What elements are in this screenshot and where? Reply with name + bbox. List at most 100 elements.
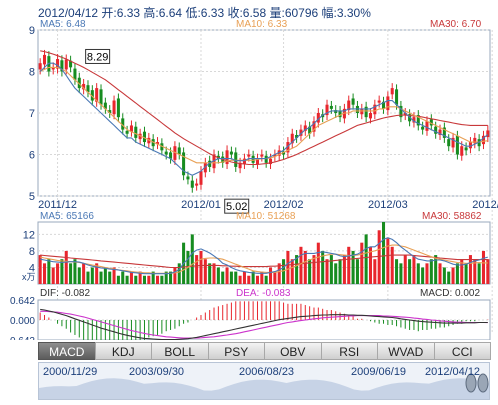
volume-bar — [164, 271, 168, 284]
timeline-area — [39, 378, 489, 399]
timeline-date-3: 2006/08/23 — [239, 366, 295, 378]
candle-body — [303, 125, 307, 131]
volume-bar — [134, 275, 138, 284]
candle-body — [234, 152, 238, 167]
volume-bar — [325, 259, 329, 284]
timeline-date-5: 2012/04/12 — [425, 366, 481, 378]
volume-bar — [251, 271, 255, 284]
candle-body — [442, 127, 446, 138]
volume-bar — [56, 263, 60, 284]
volume-axis-tick: 12 — [23, 229, 35, 241]
volume-bar — [321, 250, 325, 284]
volume-bar — [42, 263, 47, 284]
indicator-tabs: MACD KDJ BOLL PSY OBV RSI WVAD CCI — [38, 342, 491, 360]
candle-body — [486, 130, 490, 138]
volume-legend-ma5: MA5: 65166 — [40, 211, 94, 222]
candle-body — [247, 154, 251, 157]
candle-body — [60, 60, 64, 72]
candle-body — [381, 101, 386, 109]
candle-body — [421, 126, 425, 130]
volume-bar — [77, 267, 81, 284]
candle-body — [395, 89, 399, 105]
candle-body — [473, 137, 477, 144]
volume-bar — [169, 271, 173, 284]
macd-legend-dif: DIF: -0.082 — [40, 288, 90, 299]
volume-bar — [229, 271, 233, 284]
timeline-handle-right[interactable] — [477, 373, 489, 393]
candle-body — [169, 152, 173, 159]
tab-obv[interactable]: OBV — [264, 342, 322, 360]
volume-bar — [195, 255, 199, 284]
volume-bar — [86, 271, 90, 284]
volume-bar — [138, 271, 142, 284]
candle-body — [116, 98, 120, 118]
volume-bar — [477, 263, 481, 284]
price-annotation-label: 8.29 — [87, 51, 108, 63]
volume-bar — [290, 259, 294, 284]
candle-body — [403, 113, 407, 116]
macd-axis-tick: -0.642 — [7, 336, 36, 340]
timeline-handle-left[interactable] — [465, 373, 477, 393]
candle-body — [42, 54, 47, 65]
date-axis-tick: 2012/03 — [368, 199, 408, 211]
macd-axis-tick: 0.000 — [10, 316, 35, 327]
volume-bar — [473, 259, 477, 284]
tab-boll[interactable]: BOLL — [151, 342, 209, 360]
candle-body — [212, 154, 216, 169]
volume-bar — [464, 263, 468, 284]
volume-bar — [177, 263, 181, 284]
volume-bar — [364, 234, 368, 284]
candle-body — [316, 113, 320, 123]
volume-bar — [373, 259, 377, 284]
tab-macd[interactable]: MACD — [38, 342, 96, 360]
candle-body — [238, 162, 242, 169]
volume-legend-ma10: MA10: 51268 — [236, 211, 296, 222]
volume-bar — [338, 259, 342, 284]
timeline-date-4: 2009/06/19 — [351, 366, 407, 378]
volume-bar — [142, 275, 147, 284]
tab-rsi[interactable]: RSI — [320, 342, 378, 360]
volume-bar — [238, 275, 242, 284]
volume-bar — [268, 267, 273, 284]
volume-ma5-line — [40, 237, 488, 275]
timeline-navigator[interactable]: 2000/11/29 2003/09/30 2006/08/23 2009/06… — [38, 362, 490, 400]
volume-bar — [447, 271, 451, 284]
macd-legend-macd: MACD: 0.002 — [420, 288, 480, 299]
candle-body — [90, 90, 94, 101]
candle-body — [255, 158, 260, 165]
volume-bar — [442, 267, 446, 284]
candle-body — [268, 158, 273, 165]
volume-legend-ma30: MA30: 58862 — [422, 211, 482, 222]
volume-axis-unit: x万 — [22, 272, 36, 282]
volume-ma30-line — [40, 254, 488, 269]
volume-bar — [386, 238, 390, 284]
volume-bar — [403, 255, 407, 284]
volume-bar — [247, 275, 251, 284]
volume-bar — [190, 234, 194, 284]
volume-bar — [173, 267, 177, 284]
price-legend-ma10: MA10: 6.33 — [236, 19, 288, 30]
candle-body — [360, 108, 364, 115]
volume-bar — [416, 263, 420, 284]
candle-body — [338, 110, 342, 118]
candle-body — [325, 104, 329, 116]
candle-body — [373, 104, 377, 115]
tab-psy[interactable]: PSY — [207, 342, 265, 360]
tab-wvad[interactable]: WVAD — [377, 342, 435, 360]
volume-bar — [221, 271, 225, 284]
tab-cci[interactable]: CCI — [433, 342, 491, 360]
candle-body — [73, 68, 77, 80]
volume-bar — [368, 246, 373, 284]
candle-body — [368, 113, 373, 119]
candle-body — [277, 150, 281, 156]
tab-kdj[interactable]: KDJ — [94, 342, 152, 360]
candle-body — [86, 85, 90, 93]
volume-bar — [38, 255, 42, 284]
price-axis-tick: 9 — [29, 25, 35, 37]
candle-body — [82, 83, 86, 90]
candle-body — [77, 77, 81, 89]
candle-body — [108, 110, 112, 113]
candle-body — [138, 133, 142, 140]
volume-bar — [116, 275, 120, 284]
